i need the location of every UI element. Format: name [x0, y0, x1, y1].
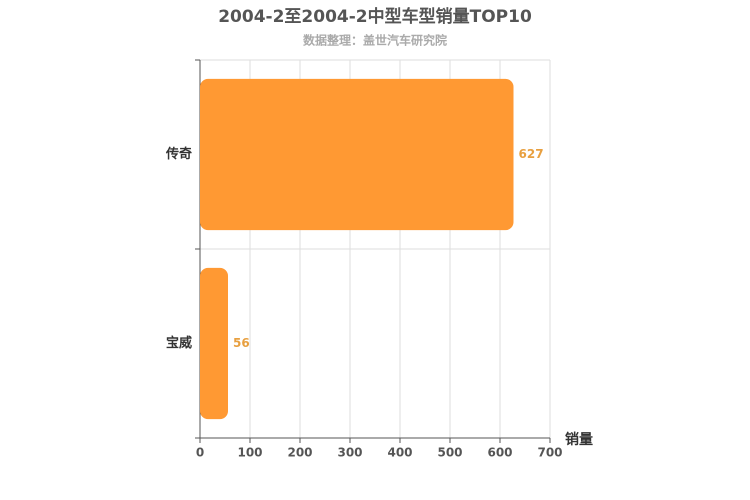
x-tick-label: 0: [196, 446, 204, 460]
x-axis-label: 销量: [565, 431, 593, 448]
chart-subtitle: 数据整理：盖世汽车研究院: [303, 33, 447, 48]
data-label: 56: [233, 336, 250, 350]
data-label: 627: [519, 147, 544, 161]
x-tick-label: 200: [287, 446, 312, 460]
x-tick-label: 400: [387, 446, 412, 460]
x-tick-label: 600: [487, 446, 512, 460]
bar: [200, 78, 514, 231]
x-tick-label: 700: [537, 446, 562, 460]
chart-title: 2004-2至2004-2中型车型销量TOP10: [218, 6, 532, 27]
x-tick-label: 300: [337, 446, 362, 460]
y-tick-label: 宝威: [166, 335, 192, 351]
bar: [200, 267, 228, 420]
x-tick-label: 100: [237, 446, 262, 460]
x-tick-label: 500: [437, 446, 462, 460]
y-tick-label: 传奇: [165, 146, 192, 162]
